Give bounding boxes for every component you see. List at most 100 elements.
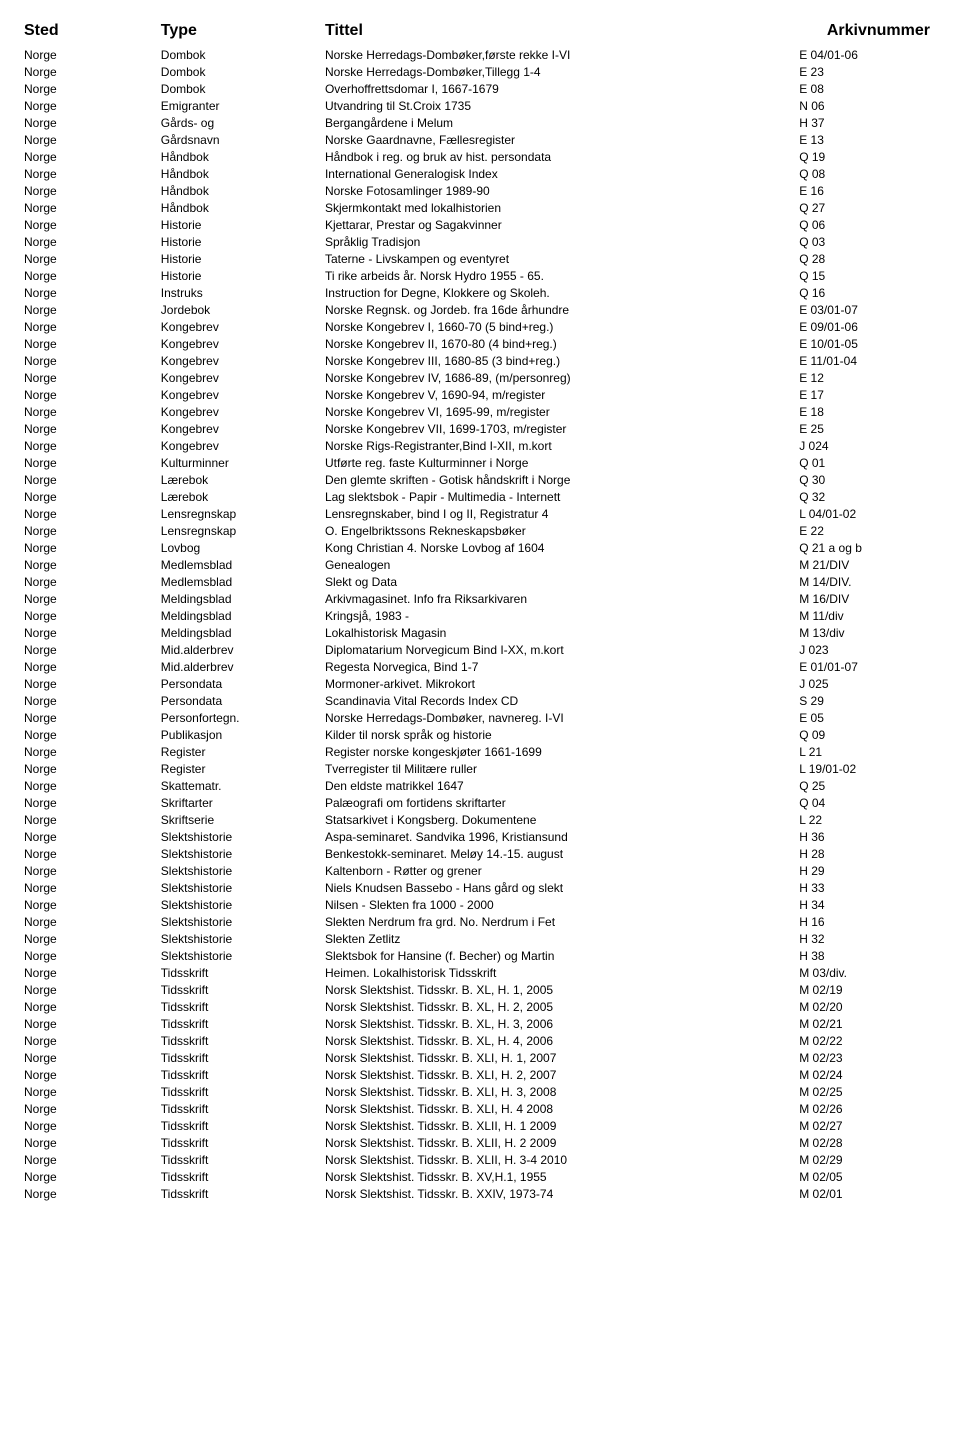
- cell-arkiv: H 33: [799, 879, 936, 896]
- table-row: NorgeTidsskriftNorsk Slektshist. Tidsskr…: [24, 1134, 936, 1151]
- cell-type: Persondata: [161, 675, 325, 692]
- cell-sted: Norge: [24, 369, 161, 386]
- cell-tittel: Norsk Slektshist. Tidsskr. B. XLI, H. 3,…: [325, 1083, 799, 1100]
- cell-sted: Norge: [24, 199, 161, 216]
- cell-arkiv: Q 01: [799, 454, 936, 471]
- cell-sted: Norge: [24, 1134, 161, 1151]
- cell-tittel: Norsk Slektshist. Tidsskr. B. XV,H.1, 19…: [325, 1168, 799, 1185]
- table-row: NorgeSlektshistorieAspa-seminaret. Sandv…: [24, 828, 936, 845]
- table-row: NorgeHåndbokSkjermkontakt med lokalhisto…: [24, 199, 936, 216]
- table-row: NorgeTidsskriftHeimen. Lokalhistorisk Ti…: [24, 964, 936, 981]
- cell-tittel: Kilder til norsk språk og historie: [325, 726, 799, 743]
- cell-arkiv: J 025: [799, 675, 936, 692]
- cell-sted: Norge: [24, 131, 161, 148]
- cell-type: Meldingsblad: [161, 607, 325, 624]
- cell-sted: Norge: [24, 437, 161, 454]
- cell-arkiv: Q 16: [799, 284, 936, 301]
- table-row: NorgeSlektshistorieNiels Knudsen Bassebo…: [24, 879, 936, 896]
- cell-arkiv: E 18: [799, 403, 936, 420]
- cell-arkiv: E 13: [799, 131, 936, 148]
- cell-type: Tidsskrift: [161, 1168, 325, 1185]
- cell-arkiv: M 02/19: [799, 981, 936, 998]
- cell-type: Personfortegn.: [161, 709, 325, 726]
- cell-tittel: Benkestokk-seminaret. Meløy 14.-15. augu…: [325, 845, 799, 862]
- table-row: NorgeTidsskriftNorsk Slektshist. Tidsskr…: [24, 1185, 936, 1202]
- table-row: NorgeSkriftarterPalæografi om fortidens …: [24, 794, 936, 811]
- cell-tittel: Norske Fotosamlinger 1989-90: [325, 182, 799, 199]
- cell-arkiv: E 09/01-06: [799, 318, 936, 335]
- cell-tittel: Diplomatarium Norvegicum Bind I-XX, m.ko…: [325, 641, 799, 658]
- cell-type: Lensregnskap: [161, 505, 325, 522]
- cell-sted: Norge: [24, 556, 161, 573]
- cell-arkiv: L 21: [799, 743, 936, 760]
- cell-tittel: Palæografi om fortidens skriftarter: [325, 794, 799, 811]
- cell-type: Emigranter: [161, 97, 325, 114]
- cell-sted: Norge: [24, 964, 161, 981]
- cell-tittel: Norsk Slektshist. Tidsskr. B. XLII, H. 1…: [325, 1117, 799, 1134]
- cell-type: Kulturminner: [161, 454, 325, 471]
- cell-sted: Norge: [24, 590, 161, 607]
- cell-tittel: Kaltenborn - Røtter og grener: [325, 862, 799, 879]
- cell-type: Kongebrev: [161, 318, 325, 335]
- table-row: NorgeHåndbokHåndbok i reg. og bruk av hi…: [24, 148, 936, 165]
- cell-arkiv: M 02/25: [799, 1083, 936, 1100]
- cell-sted: Norge: [24, 148, 161, 165]
- cell-sted: Norge: [24, 539, 161, 556]
- cell-tittel: Den eldste matrikkel 1647: [325, 777, 799, 794]
- cell-type: Kongebrev: [161, 352, 325, 369]
- cell-type: Historie: [161, 267, 325, 284]
- cell-arkiv: E 04/01-06: [799, 46, 936, 63]
- cell-type: Slektshistorie: [161, 845, 325, 862]
- cell-sted: Norge: [24, 726, 161, 743]
- table-row: NorgePersondataMormoner-arkivet. Mikroko…: [24, 675, 936, 692]
- table-row: NorgeDombokNorske Herredags-Dombøker,før…: [24, 46, 936, 63]
- table-row: NorgeHistorieTaterne - Livskampen og eve…: [24, 250, 936, 267]
- cell-tittel: Overhoffrettsdomar I, 1667-1679: [325, 80, 799, 97]
- cell-arkiv: E 01/01-07: [799, 658, 936, 675]
- cell-arkiv: Q 03: [799, 233, 936, 250]
- cell-type: Register: [161, 743, 325, 760]
- cell-arkiv: E 16: [799, 182, 936, 199]
- cell-sted: Norge: [24, 777, 161, 794]
- cell-tittel: Norske Kongebrev II, 1670-80 (4 bind+reg…: [325, 335, 799, 352]
- cell-arkiv: M 02/21: [799, 1015, 936, 1032]
- cell-type: Register: [161, 760, 325, 777]
- cell-sted: Norge: [24, 1168, 161, 1185]
- cell-tittel: Norske Kongebrev III, 1680-85 (3 bind+re…: [325, 352, 799, 369]
- cell-sted: Norge: [24, 947, 161, 964]
- table-row: NorgeKongebrevNorske Kongebrev V, 1690-9…: [24, 386, 936, 403]
- cell-tittel: Norske Kongebrev V, 1690-94, m/register: [325, 386, 799, 403]
- cell-sted: Norge: [24, 1015, 161, 1032]
- cell-tittel: Taterne - Livskampen og eventyret: [325, 250, 799, 267]
- cell-arkiv: M 02/28: [799, 1134, 936, 1151]
- table-row: NorgeJordebokNorske Regnsk. og Jordeb. f…: [24, 301, 936, 318]
- cell-tittel: Niels Knudsen Bassebo - Hans gård og sle…: [325, 879, 799, 896]
- cell-sted: Norge: [24, 879, 161, 896]
- table-row: NorgeSlektshistorieSlekten Nerdrum fra g…: [24, 913, 936, 930]
- cell-tittel: Skjermkontakt med lokalhistorien: [325, 199, 799, 216]
- cell-type: Tidsskrift: [161, 1083, 325, 1100]
- table-row: NorgeSkriftserieStatsarkivet i Kongsberg…: [24, 811, 936, 828]
- header-sted: Sted: [24, 20, 161, 46]
- cell-sted: Norge: [24, 1066, 161, 1083]
- cell-type: Historie: [161, 233, 325, 250]
- cell-type: Tidsskrift: [161, 964, 325, 981]
- cell-sted: Norge: [24, 896, 161, 913]
- cell-tittel: Norsk Slektshist. Tidsskr. B. XL, H. 4, …: [325, 1032, 799, 1049]
- cell-sted: Norge: [24, 913, 161, 930]
- cell-type: Tidsskrift: [161, 1100, 325, 1117]
- cell-arkiv: L 22: [799, 811, 936, 828]
- table-header-row: Sted Type Tittel Arkivnummer: [24, 20, 936, 46]
- table-row: NorgeRegisterRegister norske kongeskjøte…: [24, 743, 936, 760]
- cell-type: Lærebok: [161, 471, 325, 488]
- cell-tittel: Heimen. Lokalhistorisk Tidsskrift: [325, 964, 799, 981]
- cell-arkiv: Q 09: [799, 726, 936, 743]
- cell-arkiv: M 13/div: [799, 624, 936, 641]
- cell-sted: Norge: [24, 471, 161, 488]
- cell-tittel: Håndbok i reg. og bruk av hist. personda…: [325, 148, 799, 165]
- table-row: NorgeHåndbokInternational Generalogisk I…: [24, 165, 936, 182]
- cell-tittel: Slekten Zetlitz: [325, 930, 799, 947]
- cell-arkiv: E 03/01-07: [799, 301, 936, 318]
- table-row: NorgeKongebrevNorske Kongebrev II, 1670-…: [24, 335, 936, 352]
- cell-tittel: Norske Kongebrev VI, 1695-99, m/register: [325, 403, 799, 420]
